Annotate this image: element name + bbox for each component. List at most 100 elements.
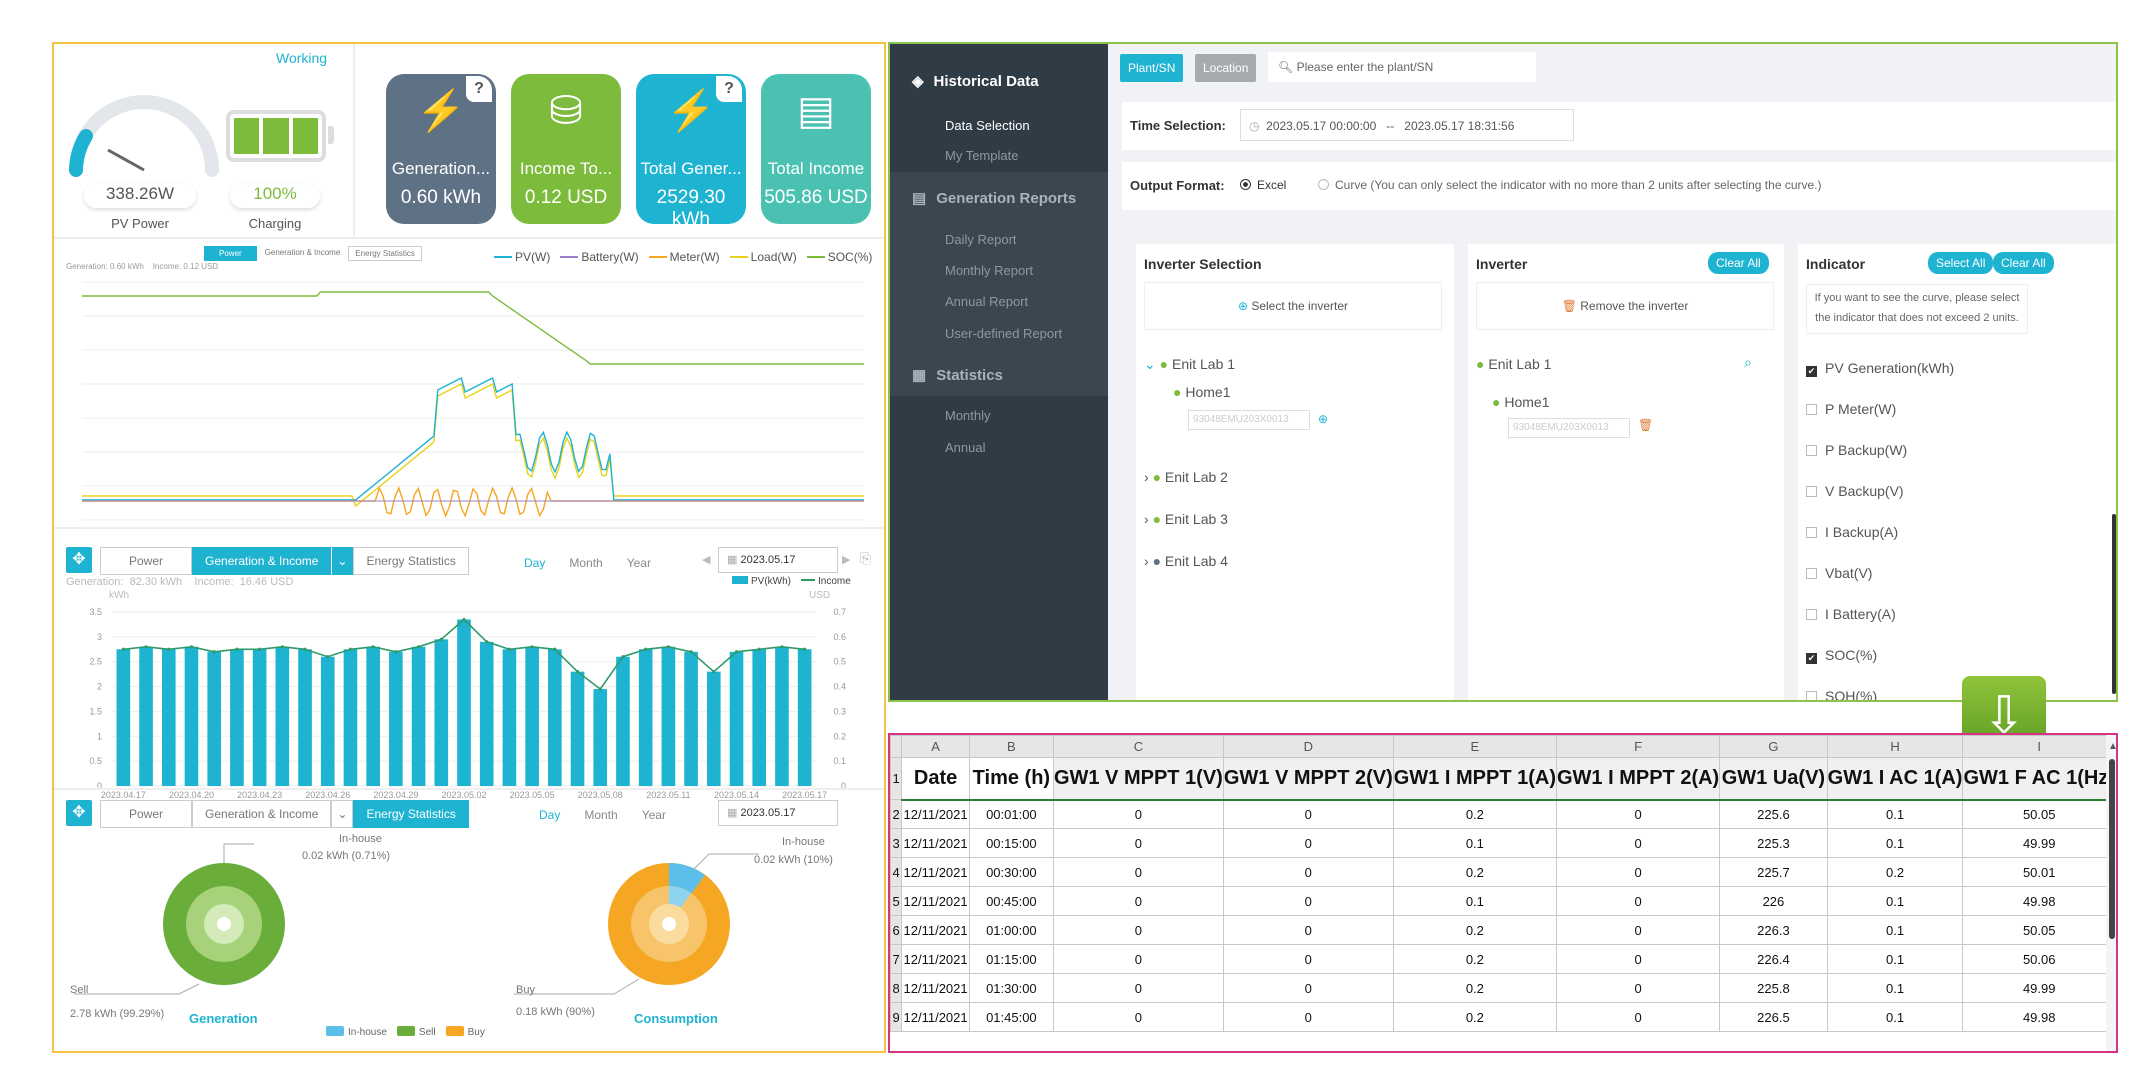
column-header[interactable]: D xyxy=(1222,735,1394,758)
tab-power[interactable]: Power xyxy=(100,800,193,828)
scrollbar[interactable] xyxy=(2109,759,2115,939)
cell[interactable]: 0 xyxy=(1555,886,1721,916)
cell[interactable]: 12/11/2021 xyxy=(901,915,970,945)
select-all-button[interactable]: Select All xyxy=(1928,252,1994,274)
header-cell[interactable]: GW1 I AC 1(A) xyxy=(1826,757,1964,801)
header-cell[interactable]: GW1 V MPPT 2(V) xyxy=(1222,757,1394,801)
checkbox[interactable] xyxy=(1806,609,1817,620)
cell[interactable]: 0 xyxy=(1052,1002,1224,1032)
kpi-card-income-today[interactable]: ⛁ Income To... 0.12 USD xyxy=(511,74,621,224)
sidebar-heading-reports[interactable]: ▤ Generation Reports xyxy=(912,190,1077,207)
cell[interactable]: 226.3 xyxy=(1719,915,1828,945)
column-header[interactable]: H xyxy=(1826,735,1964,758)
cell[interactable]: 0 xyxy=(1052,944,1224,974)
legend-pvw[interactable]: PV(W) xyxy=(494,250,550,264)
indicator-pv-generation-kwh-[interactable]: ✔ PV Generation(kWh) xyxy=(1806,360,1955,377)
period-year[interactable]: Year xyxy=(641,808,666,822)
column-header[interactable]: A xyxy=(901,735,970,758)
scroll-up-icon[interactable]: ▲ xyxy=(2108,741,2118,752)
cell[interactable]: 0.2 xyxy=(1392,973,1557,1003)
checkbox[interactable] xyxy=(1806,486,1817,497)
column-header[interactable]: C xyxy=(1052,735,1224,758)
cell[interactable]: 226.4 xyxy=(1719,944,1828,974)
header-cell[interactable]: Date xyxy=(901,757,970,801)
inv-tree-home1[interactable]: ● Home1 xyxy=(1492,394,1550,410)
cell[interactable]: 0.2 xyxy=(1392,1002,1557,1032)
cell[interactable]: 50.06 xyxy=(1962,944,2116,974)
cell[interactable]: 12/11/2021 xyxy=(901,886,970,916)
cell[interactable]: 00:30:00 xyxy=(968,857,1054,887)
cell[interactable]: 0.1 xyxy=(1826,915,1964,945)
column-header[interactable]: B xyxy=(968,735,1054,758)
cell[interactable]: 225.6 xyxy=(1719,799,1828,829)
cell[interactable]: 12/11/2021 xyxy=(901,857,970,887)
sidebar-item-monthly[interactable]: Monthly xyxy=(945,408,991,423)
radio-curve[interactable]: Curve (You can only select the indicator… xyxy=(1318,178,1822,192)
clear-all-button[interactable]: Clear All xyxy=(1708,252,1769,274)
cell[interactable]: 225.7 xyxy=(1719,857,1828,887)
cell[interactable]: 0.1 xyxy=(1826,944,1964,974)
cell[interactable]: 0.1 xyxy=(1826,973,1964,1003)
header-cell[interactable]: GW1 V MPPT 1(V) xyxy=(1052,757,1224,801)
cell[interactable]: 01:45:00 xyxy=(968,1002,1054,1032)
tree-enit-lab-3[interactable]: › ● Enit Lab 3 xyxy=(1144,511,1228,527)
cell[interactable]: 49.99 xyxy=(1962,973,2116,1003)
plant-search-input[interactable]: 🔍︎ Please enter the plant/SN xyxy=(1268,52,1536,82)
kpi-card-generation-today[interactable]: ⚡? Generation... 0.60 kWh xyxy=(386,74,496,224)
cell[interactable]: 12/11/2021 xyxy=(901,973,970,1003)
cell[interactable]: 0 xyxy=(1052,799,1224,829)
export-icon[interactable]: ⎘ xyxy=(860,550,872,566)
tree-enit-lab-1[interactable]: ⌄ ● Enit Lab 1 xyxy=(1144,356,1236,372)
tab-power[interactable]: Power xyxy=(204,246,257,261)
cell[interactable]: 01:00:00 xyxy=(968,915,1054,945)
cell[interactable]: 226 xyxy=(1719,886,1828,916)
indicator-v-backup-v-[interactable]: V Backup(V) xyxy=(1806,483,1904,499)
sidebar-item-data-selection[interactable]: Data Selection xyxy=(945,118,1030,133)
cell[interactable]: 225.3 xyxy=(1719,828,1828,858)
inv-tree-enit-lab-1[interactable]: ● Enit Lab 1 xyxy=(1476,356,1552,372)
checkbox[interactable] xyxy=(1806,404,1817,415)
clear-all-button[interactable]: Clear All xyxy=(1993,252,2054,274)
sidebar-item-user-defined-report[interactable]: User-defined Report xyxy=(945,326,1063,341)
cell[interactable]: 0 xyxy=(1555,828,1721,858)
legend-meterw[interactable]: Meter(W) xyxy=(648,250,720,264)
checkbox[interactable]: ✔ xyxy=(1806,653,1817,664)
header-cell[interactable]: GW1 I MPPT 1(A) xyxy=(1392,757,1557,801)
cell[interactable]: 12/11/2021 xyxy=(901,799,970,829)
sidebar-heading-historical[interactable]: ◈ Historical Data xyxy=(912,73,1039,90)
indicator-p-backup-w-[interactable]: P Backup(W) xyxy=(1806,442,1907,458)
cell[interactable]: 12/11/2021 xyxy=(901,1002,970,1032)
cell[interactable]: 0.1 xyxy=(1826,828,1964,858)
checkbox[interactable]: ✔ xyxy=(1806,366,1817,377)
kpi-card-total-income[interactable]: ▤ Total Income 505.86 USD xyxy=(761,74,871,224)
header-cell[interactable]: GW1 I MPPT 2(A) xyxy=(1555,757,1721,801)
checkbox[interactable] xyxy=(1806,527,1817,538)
add-inverter-icon[interactable]: ⊕ xyxy=(1318,412,1329,426)
sidebar-item-daily-report[interactable]: Daily Report xyxy=(945,232,1017,247)
cell[interactable]: 0.2 xyxy=(1826,857,1964,887)
checkbox[interactable] xyxy=(1806,691,1817,700)
cell[interactable]: 12/11/2021 xyxy=(901,944,970,974)
help-icon[interactable]: ? xyxy=(716,76,742,102)
legend-batteryw[interactable]: Battery(W) xyxy=(560,250,639,264)
move-icon[interactable]: ✥ xyxy=(66,800,92,826)
cell[interactable]: 226.5 xyxy=(1719,1002,1828,1032)
cell[interactable]: 0 xyxy=(1555,944,1721,974)
cell[interactable]: 0 xyxy=(1222,799,1394,829)
cell[interactable]: 0 xyxy=(1222,944,1394,974)
cell[interactable]: 0 xyxy=(1052,973,1224,1003)
cell[interactable]: 0 xyxy=(1222,828,1394,858)
cell[interactable]: 12/11/2021 xyxy=(901,828,970,858)
column-header[interactable]: G xyxy=(1719,735,1828,758)
indicator-soh-[interactable]: SOH(%) xyxy=(1806,688,1877,700)
tree-home1[interactable]: ● Home1 xyxy=(1173,384,1231,400)
sidebar-item-monthly-report[interactable]: Monthly Report xyxy=(945,263,1034,278)
indicator-vbat-v-[interactable]: Vbat(V) xyxy=(1806,565,1872,581)
cell[interactable]: 0.1 xyxy=(1826,1002,1964,1032)
tab-generation-income[interactable]: Generation & Income xyxy=(192,547,332,575)
tab-energy-statistics[interactable]: Energy Statistics xyxy=(353,547,469,575)
legend-soc[interactable]: SOC(%) xyxy=(806,250,872,264)
checkbox[interactable] xyxy=(1806,568,1817,579)
cell[interactable]: 50.05 xyxy=(1962,799,2116,829)
cell[interactable]: 0.2 xyxy=(1392,799,1557,829)
